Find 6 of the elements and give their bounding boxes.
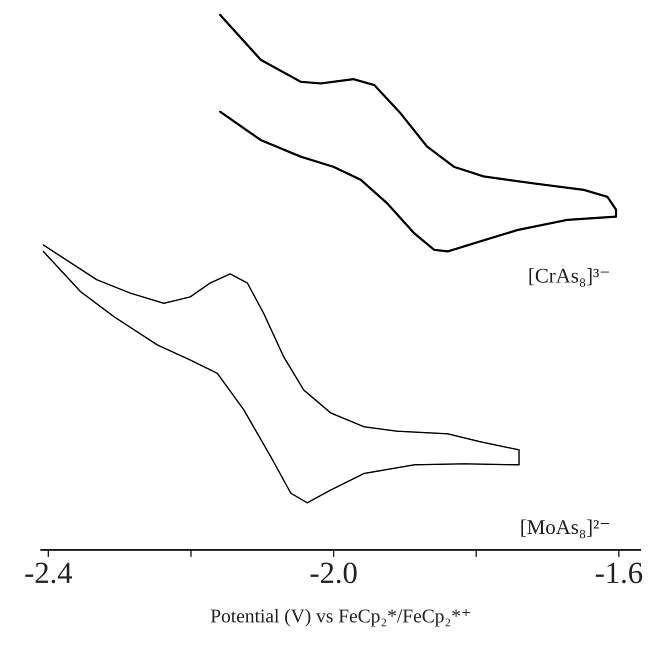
text: [MoAs₈]²⁻ xyxy=(521,519,609,538)
series-label: [CrAs₈]³⁻ xyxy=(529,268,609,287)
x-axis-title: Potential (V) vs FeCp₂*/FeCp₂*⁺ xyxy=(210,608,470,626)
x-tick-label: -2.0 xyxy=(310,562,357,584)
x-tick-label: -2.4 xyxy=(25,562,72,584)
x-tick-label: -1.6 xyxy=(596,562,642,584)
